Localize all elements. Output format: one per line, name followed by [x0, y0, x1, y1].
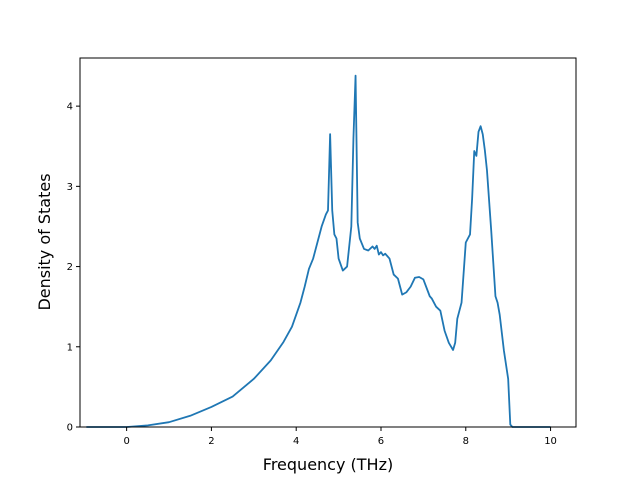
y-tick-label: 1 — [67, 342, 73, 353]
axis-ticks: 0 2 4 6 8 10 0 1 2 3 4 — [67, 102, 557, 447]
x-tick-label: 0 — [123, 436, 129, 447]
y-tick-label: 0 — [67, 423, 73, 434]
y-tick-label: 4 — [67, 102, 73, 113]
y-tick-label: 3 — [67, 182, 73, 193]
plot-area — [86, 74, 551, 428]
plot-frame — [79, 57, 577, 428]
x-tick-label: 4 — [293, 436, 299, 447]
y-tick-label: 2 — [67, 262, 73, 273]
x-axis-label: Frequency (THz) — [263, 455, 393, 474]
x-tick-label: 10 — [544, 436, 557, 447]
x-tick-label: 8 — [463, 436, 469, 447]
y-axis-label: Density of States — [35, 173, 54, 310]
x-tick-label: 2 — [208, 436, 214, 447]
x-tick-label: 6 — [378, 436, 384, 447]
series-line-0 — [86, 74, 551, 428]
